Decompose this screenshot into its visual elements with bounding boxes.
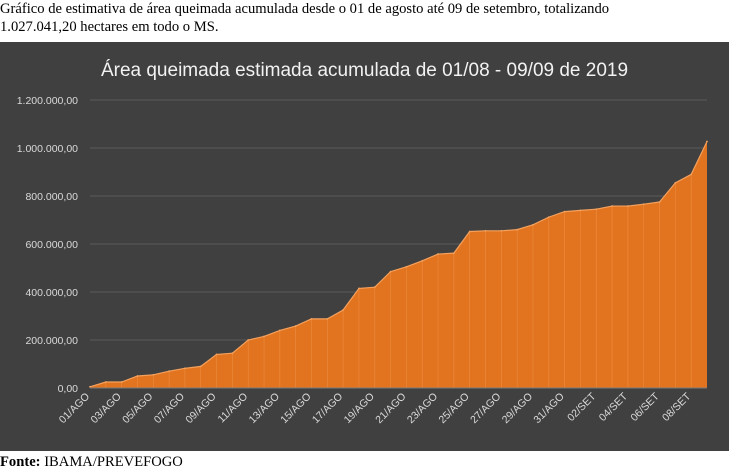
data-point (278, 329, 281, 332)
y-tick-label: 600.000,00 (25, 239, 78, 251)
y-tick-label: 0,00 (58, 383, 79, 395)
x-tick-label: 13/AGO (247, 391, 282, 426)
x-tick-label: 09/AGO (183, 391, 218, 426)
x-tick-label: 17/AGO (310, 391, 345, 426)
data-point (421, 259, 424, 262)
x-tick-label: 11/AGO (216, 391, 251, 426)
source-text: IBAMA/PREVEFOGO (44, 454, 183, 470)
data-point (595, 208, 598, 211)
data-point (658, 201, 661, 203)
x-tick-label: 19/AGO (342, 391, 377, 426)
data-point (247, 339, 250, 341)
data-point (532, 223, 534, 226)
y-tick-label: 400.000,00 (25, 287, 78, 299)
data-point (579, 209, 582, 212)
x-tick-label: 15/AGO (278, 391, 313, 426)
x-tick-label: 02/SET (565, 390, 599, 424)
data-point (611, 205, 613, 207)
y-tick-label: 1.000.000,00 (17, 143, 78, 155)
data-point (263, 335, 265, 338)
x-tick-label: 07/AGO (152, 391, 187, 426)
data-point (184, 367, 186, 370)
x-tick-label: 21/AGO (373, 391, 408, 426)
data-point (373, 286, 376, 289)
x-tick-label: 08/SET (660, 390, 694, 424)
data-point (342, 309, 345, 311)
data-point (516, 228, 519, 231)
data-point (437, 253, 439, 255)
data-point (358, 287, 360, 290)
data-point (89, 385, 91, 388)
data-point (120, 381, 123, 383)
y-tick-label: 1.200.000,00 (17, 95, 78, 107)
data-point (452, 252, 455, 255)
data-point (168, 370, 171, 373)
x-tick-label: 25/AGO (437, 391, 472, 426)
x-tick-label: 06/SET (628, 390, 662, 424)
figure-caption: Gráfico de estimativa de área queimada a… (0, 1, 610, 35)
data-point (215, 353, 218, 356)
y-tick-label: 200.000,00 (25, 335, 78, 347)
x-tick-label: 05/AGO (120, 391, 155, 426)
data-point (104, 381, 107, 383)
data-point (389, 270, 392, 273)
data-point (484, 229, 487, 232)
data-point (152, 373, 155, 376)
x-tick-label: 27/AGO (468, 391, 503, 426)
data-point (136, 375, 139, 377)
data-point (310, 317, 313, 320)
x-tick-label: 29/AGO (500, 391, 535, 426)
data-point (326, 317, 329, 320)
data-point (563, 210, 566, 213)
data-point (231, 352, 234, 355)
data-point (500, 229, 503, 232)
data-point (547, 216, 550, 219)
chart-panel: Área queimada estimada acumulada de 01/0… (0, 42, 729, 451)
area-series (90, 141, 707, 388)
source-label: Fonte: (0, 454, 41, 470)
data-point (706, 140, 708, 143)
data-point (199, 365, 202, 368)
data-point (627, 205, 629, 207)
data-point (690, 173, 693, 176)
chart-title: Área queimada estimada acumulada de 01/0… (100, 60, 629, 81)
x-tick-label: 01/AGO (57, 391, 92, 426)
data-point (294, 325, 297, 327)
area-chart: 0,00 200.000,00 400.000,00 600.000,00 800.00… (17, 95, 708, 426)
data-point (642, 203, 645, 206)
x-tick-label: 03/AGO (88, 391, 123, 426)
data-point (674, 181, 677, 184)
x-tick-label: 23/AGO (405, 391, 440, 426)
area-top-line (89, 141, 708, 388)
y-tick-label: 800.000,00 (25, 191, 78, 203)
x-tick-label: 04/SET (597, 390, 631, 424)
data-point (468, 230, 471, 233)
data-point (405, 265, 408, 268)
source-line: Fonte: IBAMA/PREVEFOGO (0, 454, 183, 471)
x-tick-label: 31/AGO (531, 391, 566, 426)
